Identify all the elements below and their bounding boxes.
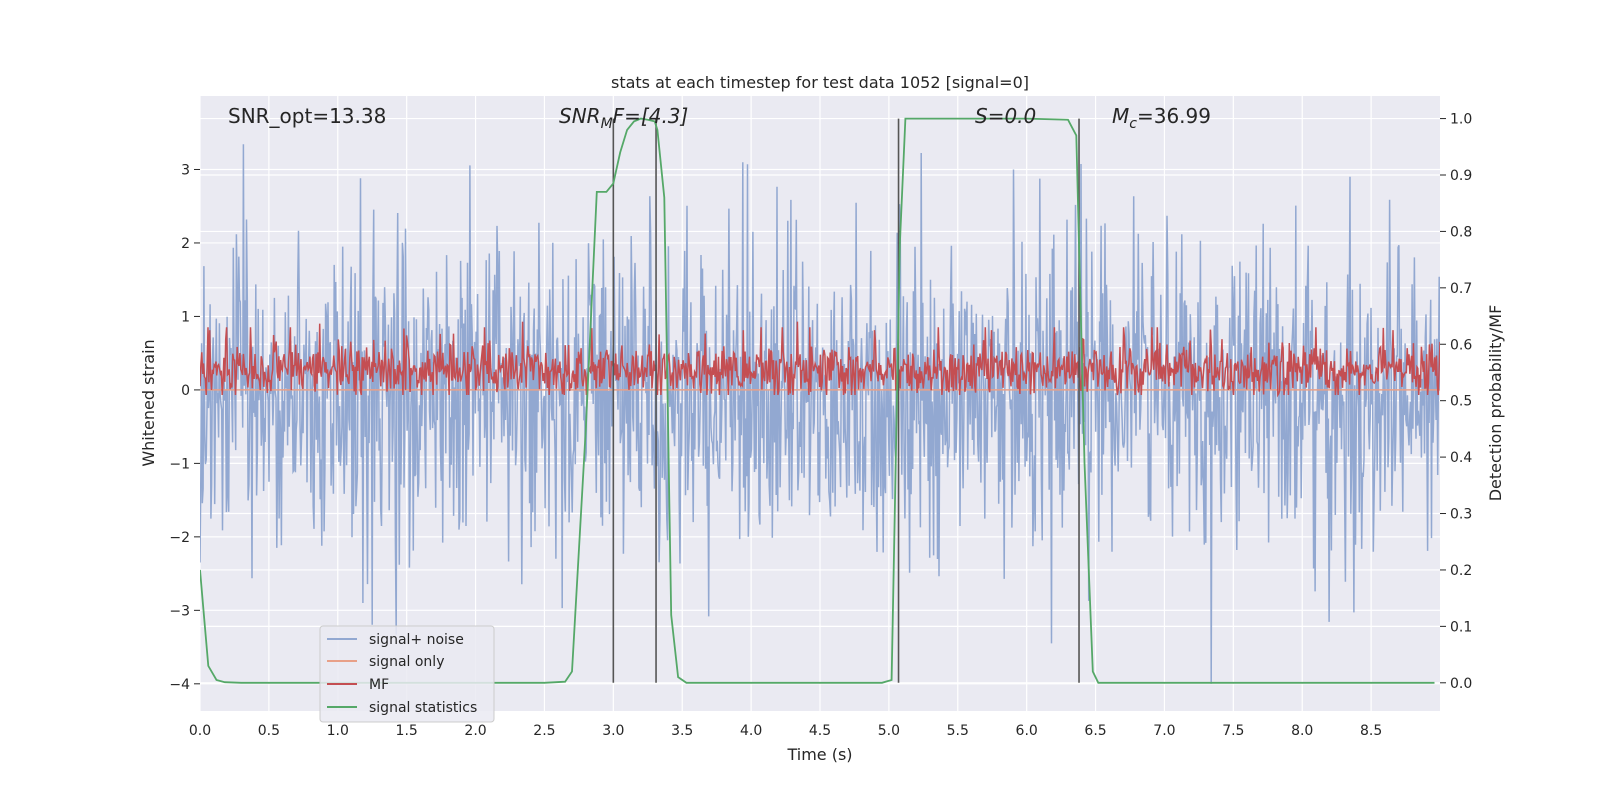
x-tick-label: 6.5: [1084, 723, 1106, 739]
x-tick-label: 3.5: [671, 723, 693, 739]
y-tick-label: −4: [169, 677, 190, 693]
y-right-tick-label: 0.7: [1450, 281, 1472, 297]
y-axis-ticks-left: −4 −3 −2 −1 0 1 2 3: [169, 162, 200, 693]
x-tick-label: 8.5: [1360, 723, 1382, 739]
x-tick-label: 7.0: [1153, 723, 1175, 739]
legend-label-signal-only: signal only: [369, 654, 444, 670]
y-right-tick-label: 0.2: [1450, 563, 1472, 579]
annotation-s: S=0.0: [975, 104, 1036, 128]
legend-label-signal-noise: signal+ noise: [369, 632, 464, 648]
y-tick-label: −2: [169, 530, 190, 546]
y-tick-label: −3: [169, 603, 190, 619]
chart-title: stats at each timestep for test data 105…: [611, 73, 1029, 92]
vertical-marker-lines: [612, 118, 1080, 683]
y-right-tick-label: 0.3: [1450, 507, 1472, 523]
y-right-tick-label: 0.4: [1450, 450, 1472, 466]
x-tick-label: 2.5: [533, 723, 555, 739]
y-tick-label: 1: [181, 309, 190, 325]
y-right-tick-label: 0.0: [1450, 676, 1472, 692]
y-right-tick-label: 0.1: [1450, 619, 1472, 635]
annotation-mc: Mc=36.99: [1112, 104, 1211, 132]
legend: signal+ noise signal only MF signal stat…: [319, 625, 495, 723]
y-right-tick-label: 0.9: [1450, 168, 1472, 184]
annotation-snr-opt: SNR_opt=13.38: [228, 104, 386, 128]
y-axis-label-left: Whitened strain: [139, 339, 158, 466]
x-tick-label: 6.0: [1016, 723, 1038, 739]
annotation-snr-mf: SNRMF=[4.3]: [559, 104, 688, 132]
x-tick-label: 4.0: [740, 723, 762, 739]
y-axis-ticks-right: 0.0 0.1 0.2 0.3 0.4 0.5 0.6 0.7 0.8 0.9 1.0: [1440, 112, 1472, 692]
x-axis-ticks: 0.0 0.5 1.0 1.5 2.0 2.5 3.0 3.5 4.0 4.5 5.0 5.5 6.0 6…: [189, 723, 1382, 739]
mf-line: [200, 321, 1440, 398]
x-tick-label: 1.0: [327, 723, 349, 739]
x-tick-label: 5.5: [947, 723, 969, 739]
legend-label-mf: MF: [369, 677, 389, 693]
y-right-tick-label: 0.8: [1450, 224, 1472, 240]
signal-plus-noise-line: [200, 144, 1440, 684]
x-tick-label: 3.0: [602, 723, 624, 739]
x-tick-label: 0.5: [258, 723, 280, 739]
y-axis-label-right: Detection probability/MF: [1486, 305, 1505, 502]
legend-box: [319, 625, 495, 723]
x-tick-label: 0.0: [189, 723, 211, 739]
x-tick-label: 8.0: [1291, 723, 1313, 739]
x-tick-label: 2.0: [464, 723, 486, 739]
x-tick-label: 7.5: [1222, 723, 1244, 739]
y-tick-label: 3: [181, 162, 190, 178]
x-tick-label: 5.0: [878, 723, 900, 739]
y-tick-label: 0: [181, 383, 190, 399]
y-right-tick-label: 0.5: [1450, 394, 1472, 410]
legend-label-signal-statistics: signal statistics: [369, 700, 477, 716]
x-tick-label: 1.5: [396, 723, 418, 739]
x-axis-label: Time (s): [786, 745, 852, 764]
y-right-tick-label: 0.6: [1450, 337, 1472, 353]
y-tick-label: 2: [181, 236, 190, 252]
y-tick-label: −1: [169, 456, 190, 472]
y-right-tick-label: 1.0: [1450, 112, 1472, 128]
x-tick-label: 4.5: [809, 723, 831, 739]
